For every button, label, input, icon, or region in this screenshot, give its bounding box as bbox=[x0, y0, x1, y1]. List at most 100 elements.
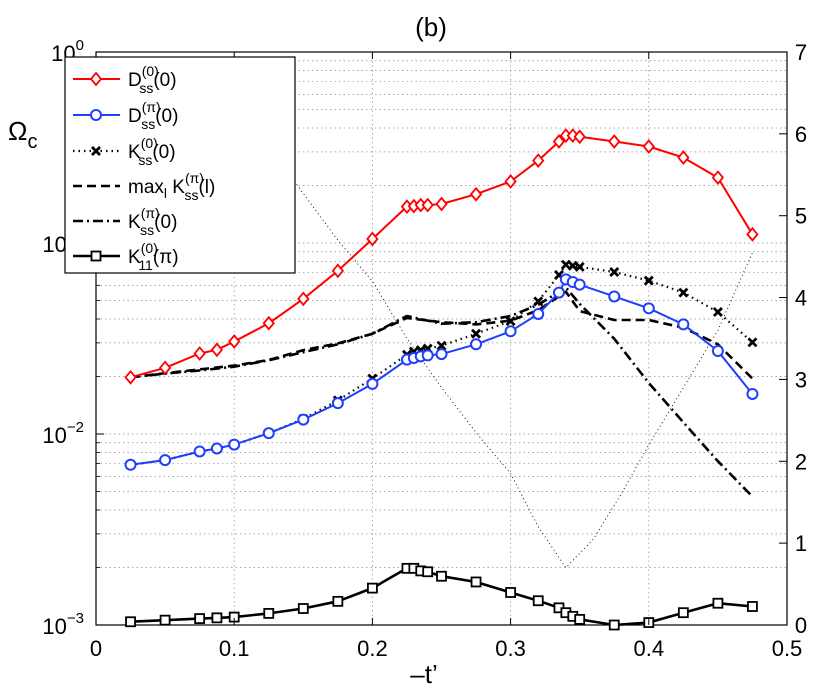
y2-tick-label: 1 bbox=[795, 531, 807, 556]
series-line bbox=[289, 174, 753, 569]
data-point bbox=[331, 263, 345, 279]
data-point bbox=[712, 597, 724, 609]
data-point bbox=[421, 349, 434, 362]
data-point bbox=[677, 607, 689, 619]
data-point bbox=[470, 576, 482, 588]
data-point bbox=[678, 287, 689, 298]
data-point bbox=[228, 438, 241, 451]
data-point bbox=[262, 315, 275, 331]
data-point bbox=[470, 338, 483, 351]
data-point bbox=[297, 291, 310, 307]
legend-item: maxl K(π) ss(l) bbox=[73, 170, 215, 203]
data-point bbox=[552, 134, 566, 149]
chart-title: (b) bbox=[415, 12, 447, 42]
data-point bbox=[422, 566, 434, 578]
data-point bbox=[747, 337, 758, 348]
data-point bbox=[532, 153, 545, 169]
data-point bbox=[210, 442, 223, 455]
x-tick-label: 0.4 bbox=[634, 636, 665, 661]
legend-item: K(0) 11(π) bbox=[73, 240, 179, 273]
legend-label: K(0) ss(0) bbox=[128, 135, 176, 168]
data-point bbox=[228, 334, 241, 349]
data-point bbox=[532, 307, 545, 320]
x-tick-label: 0.1 bbox=[219, 636, 250, 661]
legend-label: D(0) ss(0) bbox=[128, 63, 177, 96]
data-point bbox=[435, 348, 448, 361]
series-line bbox=[130, 566, 753, 627]
data-point bbox=[747, 601, 758, 612]
y2-tick-label: 4 bbox=[795, 286, 807, 311]
x-axis-label: –t’ bbox=[410, 659, 437, 689]
data-point bbox=[211, 612, 223, 624]
data-point bbox=[124, 458, 137, 471]
data-point bbox=[505, 587, 517, 598]
data-point bbox=[711, 170, 725, 186]
series-layer bbox=[124, 128, 759, 631]
series-0 bbox=[124, 128, 759, 385]
data-point bbox=[642, 139, 655, 154]
y2-tick-label: 2 bbox=[795, 449, 807, 474]
legend-item: D(0) ss(0) bbox=[73, 63, 177, 96]
series-line bbox=[130, 134, 754, 379]
data-point bbox=[194, 613, 206, 625]
data-point bbox=[331, 397, 344, 410]
y2-tick-label: 3 bbox=[795, 367, 807, 392]
data-point bbox=[366, 582, 378, 594]
data-point bbox=[469, 186, 483, 202]
y2-tick-label: 0 bbox=[795, 613, 807, 638]
data-point bbox=[158, 360, 172, 376]
legend-item: K(π) ss(0) bbox=[73, 205, 177, 238]
data-point bbox=[642, 302, 655, 315]
data-point bbox=[677, 318, 690, 331]
data-point bbox=[608, 619, 620, 631]
data-point bbox=[159, 454, 172, 467]
series-5 bbox=[125, 562, 758, 631]
legend-label: K(π) ss(0) bbox=[128, 205, 177, 238]
legend: D(0) ss(0)D(π) ss(0)K(0) ss(0)maxl K(π) ss(l… bbox=[64, 56, 296, 274]
data-point bbox=[421, 197, 434, 213]
legend-label: maxl K(π) ss(l) bbox=[128, 170, 215, 203]
data-point bbox=[124, 369, 137, 385]
legend-marker bbox=[91, 146, 101, 156]
data-point bbox=[574, 613, 586, 625]
data-point bbox=[210, 342, 224, 358]
data-point bbox=[366, 231, 379, 247]
data-point bbox=[677, 150, 690, 165]
data-point bbox=[159, 614, 171, 626]
data-point bbox=[567, 260, 578, 271]
legend-item: D(π) ss(0) bbox=[73, 99, 178, 132]
legend-item: K(0) ss(0) bbox=[73, 135, 176, 168]
data-point bbox=[504, 174, 517, 189]
x-tick-label: 0.5 bbox=[772, 636, 803, 661]
data-point bbox=[532, 595, 544, 607]
data-point bbox=[746, 387, 759, 400]
series-line bbox=[130, 263, 754, 466]
data-point bbox=[608, 290, 621, 303]
data-point bbox=[332, 595, 344, 607]
x-tick-label: 0 bbox=[90, 636, 102, 661]
x-tick-label: 0.3 bbox=[495, 636, 526, 661]
data-point bbox=[471, 328, 482, 339]
data-point bbox=[262, 427, 275, 440]
data-point bbox=[297, 603, 309, 614]
legend-label: K(0) 11(π) bbox=[128, 240, 179, 273]
data-point bbox=[193, 445, 206, 458]
legend-label: D(π) ss(0) bbox=[128, 99, 178, 132]
series-3 bbox=[130, 290, 754, 380]
y-tick-exponent: 0 bbox=[76, 37, 84, 54]
data-point bbox=[712, 307, 723, 318]
y2-tick-label: 5 bbox=[795, 204, 807, 229]
legend-marker bbox=[90, 109, 102, 121]
y2-tick-label: 7 bbox=[795, 40, 807, 65]
data-point bbox=[533, 296, 544, 307]
legend-box bbox=[64, 56, 296, 274]
data-point bbox=[505, 316, 516, 327]
data-point bbox=[435, 196, 448, 212]
data-point bbox=[608, 134, 621, 149]
data-point bbox=[711, 344, 724, 357]
plot-frame bbox=[95, 51, 788, 626]
data-point bbox=[263, 608, 275, 619]
y2-tick-label: 6 bbox=[795, 122, 807, 147]
data-point bbox=[297, 413, 310, 426]
